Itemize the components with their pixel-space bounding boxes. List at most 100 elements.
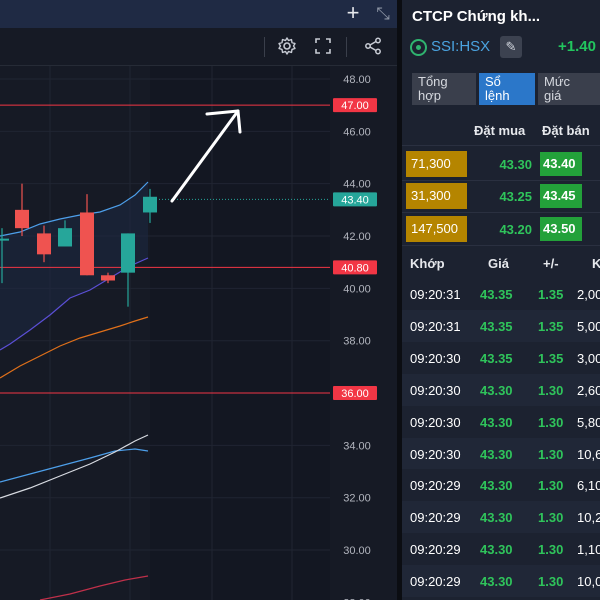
- tab-tong-hop[interactable]: Tổng hợp: [412, 73, 476, 105]
- settings-icon[interactable]: [276, 36, 298, 58]
- trade-time: 09:20:31: [410, 318, 461, 334]
- price-axis-background: [330, 66, 397, 600]
- tab-label: Tổng: [418, 74, 448, 89]
- chart-future-area: [150, 66, 330, 600]
- trade-price: 43.30: [480, 478, 513, 494]
- trade-time: 09:20:29: [410, 574, 461, 590]
- trade-change: 1.30: [538, 414, 564, 430]
- current-price-label: 43.40: [341, 194, 369, 206]
- ticker-status-icon: [410, 39, 427, 56]
- share-icon[interactable]: [362, 36, 384, 58]
- candle-body: [101, 275, 115, 281]
- tab-label: lệnh: [485, 88, 510, 103]
- trade-price: 43.30: [480, 542, 513, 558]
- trade-price: 43.30: [480, 446, 513, 462]
- trade-row-background: [402, 278, 600, 310]
- trade-time: 09:20:29: [410, 478, 461, 494]
- trade-price: 43.30: [480, 414, 513, 430]
- trade-time: 09:20:31: [410, 287, 461, 302]
- trade-price: 43.30: [480, 382, 513, 398]
- tab-muc-gia[interactable]: Mức giá: [538, 73, 600, 105]
- trade-row-background: [402, 341, 600, 374]
- divider: [402, 145, 600, 146]
- candle-body: [15, 209, 29, 229]
- price-axis-label: 28.00: [343, 597, 371, 600]
- bollinger-lower-line: [0, 448, 149, 483]
- trade-price: 43.35: [480, 287, 513, 302]
- candle-body: [143, 196, 157, 213]
- trade-volume: 10,20: [577, 510, 600, 526]
- trade-time: 09:20:30: [410, 414, 461, 430]
- trade-row-background: [402, 373, 600, 406]
- divider: [402, 212, 600, 213]
- trade-volume: 1,10: [577, 542, 600, 558]
- ask-header: Đặt bán: [542, 123, 590, 138]
- arrow-annotation: [170, 109, 240, 203]
- collapse-icon[interactable]: ⤡: [376, 4, 390, 23]
- ticker-symbol[interactable]: SSI:HSX: [431, 38, 491, 55]
- moving-average-white: [0, 434, 149, 499]
- alert-price-tag: [333, 260, 377, 275]
- edit-icon[interactable]: ✎: [500, 36, 522, 58]
- candle-body: [80, 212, 94, 276]
- trade-change: 1.35: [538, 350, 564, 366]
- bid-header: Đặt mua: [474, 123, 526, 138]
- fullscreen-icon[interactable]: [312, 36, 334, 58]
- price-axis-label: 42.00: [343, 231, 371, 243]
- divider: [402, 180, 600, 181]
- candle-body: [37, 233, 51, 255]
- ticker-row: SSI:HSX ✎ +1.40 / 3.3: [410, 36, 600, 60]
- candle-body: [0, 238, 9, 241]
- tab-label: hợp: [418, 88, 441, 103]
- trade-volume: 10,00: [577, 574, 600, 590]
- trade-time: 09:20:30: [410, 350, 461, 366]
- trade-change: 1.30: [538, 542, 564, 558]
- price-axis-label: 44.00: [343, 179, 371, 191]
- price-axis-label: 46.00: [343, 126, 371, 138]
- trades-header-volume: K: [592, 256, 600, 271]
- trade-price: 43.30: [480, 574, 513, 590]
- tab-label: Sổ: [485, 74, 501, 89]
- trades-header-price: Giá: [488, 256, 509, 271]
- bid-volume: 71,300: [406, 151, 467, 177]
- trade-row-background: [402, 565, 600, 598]
- trade-time: 09:20:29: [410, 542, 461, 558]
- trade-row-background: [402, 533, 600, 566]
- trade-change: 1.35: [538, 287, 564, 302]
- trade-volume: 2,00: [577, 287, 600, 302]
- price-axis-label: 38.00: [343, 336, 371, 348]
- trade-row-background: [402, 405, 600, 438]
- trade-change: 1.30: [538, 510, 564, 526]
- bid-volume: 31,300: [406, 183, 467, 209]
- toolbar-separator: [264, 37, 265, 57]
- toolbar-separator: [346, 37, 347, 57]
- price-axis-label: 32.00: [343, 493, 371, 505]
- trade-volume: 6,10: [577, 478, 600, 494]
- candle-body: [121, 233, 135, 273]
- price-chart[interactable]: 48.00 46.00 44.00 42.00 40.00 38.00 34.00 32.00…: [0, 0, 397, 600]
- panel-divider[interactable]: [397, 0, 402, 600]
- ask-price: 43.40: [540, 152, 582, 176]
- trades-header-time: Khớp: [410, 256, 445, 271]
- add-icon[interactable]: +: [346, 0, 360, 25]
- trade-volume: 5,00: [577, 318, 600, 334]
- bid-price: 43.25: [499, 189, 532, 204]
- trade-price: 43.35: [480, 318, 513, 334]
- bid-volume: 147,500: [406, 216, 467, 242]
- bid-price: 43.30: [499, 157, 532, 172]
- chart-toolbar: [0, 28, 397, 66]
- trade-change: 1.30: [538, 574, 564, 590]
- trade-change: 1.35: [538, 318, 564, 334]
- trade-time: 09:20:30: [410, 446, 461, 462]
- arrow-head-annotation: [205, 109, 242, 134]
- price-axis-label: 30.00: [343, 545, 371, 557]
- alert-price-label: 47.00: [341, 100, 369, 112]
- tab-label: Mức: [544, 74, 571, 89]
- bollinger-band-area: [0, 182, 148, 350]
- candle-body: [58, 228, 72, 247]
- chart-panel[interactable]: 48.00 46.00 44.00 42.00 40.00 38.00 34.00 32.00…: [0, 0, 397, 600]
- tab-so-lenh[interactable]: Sổ lệnh: [479, 73, 535, 105]
- price-axis-label: 34.00: [343, 440, 371, 452]
- alert-price-tag: [333, 386, 377, 401]
- trade-row-background: [402, 469, 600, 502]
